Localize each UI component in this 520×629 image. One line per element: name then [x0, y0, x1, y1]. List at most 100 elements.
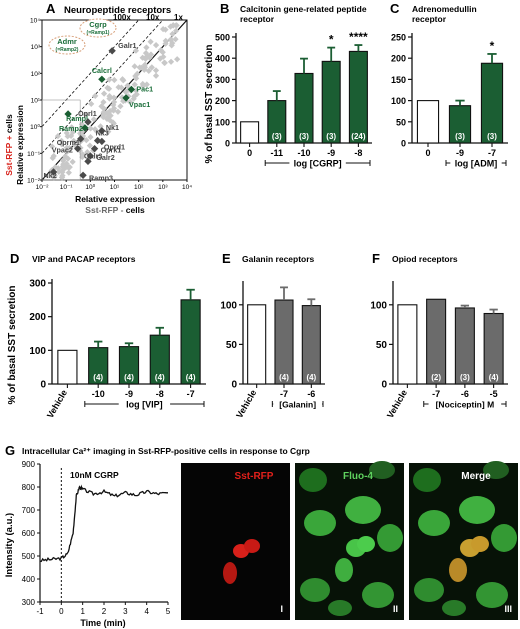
bar-c-0 [416, 100, 440, 144]
bar-d-4 [180, 299, 201, 385]
background-gene-point [86, 142, 93, 149]
panel-c-title-1: Adrenomedullin [412, 4, 477, 14]
img-roman-1: I [280, 604, 283, 614]
background-gene-point [173, 27, 180, 34]
gene-point-ramp3 [79, 171, 87, 179]
g-xtick-label: 3 [123, 607, 128, 616]
background-gene-point [98, 103, 105, 110]
bracket-gap [428, 401, 502, 407]
gene-point-galr3 [84, 157, 92, 166]
background-gene-point [115, 84, 122, 91]
category-label: -10 [92, 389, 105, 399]
ytick-label: 0 [401, 139, 406, 149]
a-ytick-label: 10⁰ [30, 123, 40, 131]
treatment-axis-label: [Nociceptin] M [436, 400, 495, 410]
a-xtick-label: 10⁴ [182, 184, 192, 191]
gene-label-nk2: Nk2 [44, 171, 57, 180]
a-ytick-label: 10¹ [31, 98, 41, 105]
gene-point-nk1 [98, 127, 106, 135]
panel-d: D VIP and PACAP receptors % of basal SST… [7, 251, 206, 420]
background-gene-point [117, 103, 124, 110]
n-label: (4) [489, 373, 499, 382]
a-xtick-label: 10² [134, 184, 144, 191]
panel-a-title: Neuropeptide receptors [64, 5, 171, 16]
gene-label-oprk1: Oprk1 [101, 146, 122, 155]
background-gene-point [152, 67, 160, 74]
background-gene-point [50, 174, 58, 181]
panel-g-letter: G [5, 443, 15, 458]
panel-d-letter: D [10, 251, 19, 266]
treatment-axis-label: log [CGRP] [294, 159, 342, 169]
panel-e-letter: E [222, 251, 231, 266]
ytick-label: 50 [376, 340, 388, 351]
background-gene-point [114, 108, 122, 115]
ytick-label: 0 [40, 380, 46, 391]
g-xtick-label: 0 [59, 607, 64, 616]
gene-label-oprl1: Oprl1 [78, 109, 97, 118]
background-gene-point [69, 128, 77, 136]
a-ytick-label: 10² [31, 71, 41, 78]
background-gene-point [110, 105, 118, 112]
panel-f: F Opiod receptors 0 50 100 Vehicle (2) -7 (3) -… [370, 251, 508, 420]
gene-point-calcrl [98, 75, 106, 83]
panel-b: B Calcitonin gene-related peptide recept… [204, 1, 372, 169]
a-xtick-label: 10³ [158, 184, 168, 191]
background-gene-point [58, 141, 65, 148]
ytick-label: 200 [29, 312, 46, 323]
category-label: Vehicle [234, 388, 258, 420]
category-label: -9 [327, 148, 335, 158]
panel-a-diag-1x: 1x [174, 13, 183, 22]
background-gene-point [174, 56, 181, 63]
ytick-label: 100 [391, 96, 406, 106]
category-label: -8 [156, 389, 164, 399]
background-gene-point [91, 126, 99, 133]
category-label: -11 [271, 148, 284, 158]
panel-e: E Galanin receptors 0 50 100 Vehicle (4) -7 (4… [220, 251, 325, 420]
a-xtick-label: 10⁰ [85, 183, 95, 191]
category-label: -9 [456, 148, 464, 158]
background-gene-point [88, 100, 95, 108]
panel-c: C Adrenomedullin receptor 0 50 100 150 200 25… [390, 1, 508, 169]
panel-g-title: Intracellular Ca²⁺ imaging in Sst-RFP-po… [22, 446, 310, 456]
panel-f-letter: F [372, 251, 380, 266]
ytick-label: 50 [226, 340, 238, 351]
panel-a-diag-100x: 100x [113, 13, 131, 22]
ytick-label: 100 [215, 117, 230, 127]
ytick-label: 300 [215, 75, 230, 85]
ytick-label: 0 [231, 380, 237, 391]
g-ytick-label: 800 [22, 483, 36, 492]
ytick-label: 200 [391, 54, 406, 64]
background-gene-point [90, 116, 97, 123]
background-gene-point [126, 98, 134, 106]
n-label: (4) [306, 373, 316, 382]
panel-bc-ylabel: % of basal SST secretion [204, 45, 215, 164]
background-gene-point [122, 88, 129, 96]
bar-b-3 [321, 60, 341, 144]
background-gene-point [152, 72, 160, 79]
n-label: (4) [155, 373, 165, 382]
admr-bubble-sub: (=Ramp2) [56, 47, 79, 53]
panel-b-title-1: Calcitonin gene-related peptide [240, 4, 367, 14]
n-label: (3) [299, 132, 309, 141]
background-gene-point [65, 169, 72, 176]
background-gene-point [64, 155, 72, 162]
significance-label: * [490, 39, 495, 53]
panel-d-ylabel: % of basal SST secretion [7, 286, 18, 405]
category-label: -7 [488, 148, 496, 158]
ytick-label: 50 [396, 117, 406, 127]
background-gene-point [92, 92, 99, 99]
background-gene-point [139, 80, 146, 88]
significance-label: * [329, 33, 334, 47]
background-gene-point [104, 84, 111, 92]
g-xtick-label: 1 [80, 607, 85, 616]
gene-point-vpac2 [74, 144, 82, 153]
background-gene-point [143, 44, 150, 51]
micrograph-merge: Merge III [409, 461, 518, 620]
background-gene-point [106, 116, 113, 124]
background-gene-point [111, 98, 118, 106]
panel-b-title-2: receptor [240, 14, 275, 24]
category-label: -6 [461, 389, 469, 399]
g-xtick-label: -1 [36, 607, 44, 616]
background-gene-point [141, 61, 149, 68]
background-gene-point [136, 64, 143, 71]
